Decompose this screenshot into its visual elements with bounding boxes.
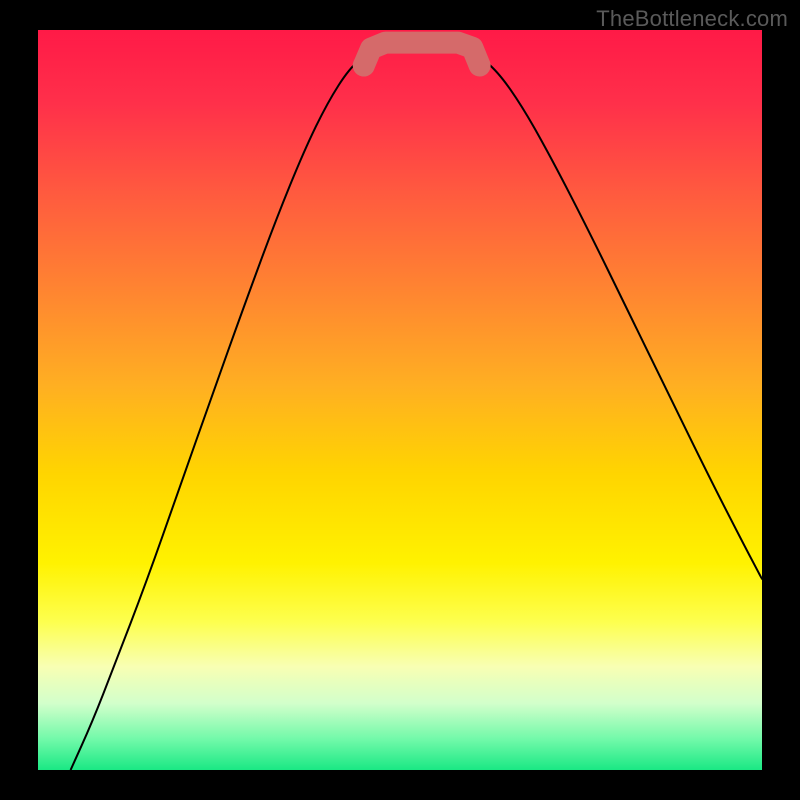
plot-area <box>38 30 762 770</box>
bottleneck-curve <box>38 30 762 770</box>
chart-frame: TheBottleneck.com <box>0 0 800 800</box>
curve-left <box>71 54 368 770</box>
attribution-text: TheBottleneck.com <box>596 6 788 32</box>
curve-right <box>476 54 762 579</box>
bottom-marker-path <box>364 43 480 66</box>
